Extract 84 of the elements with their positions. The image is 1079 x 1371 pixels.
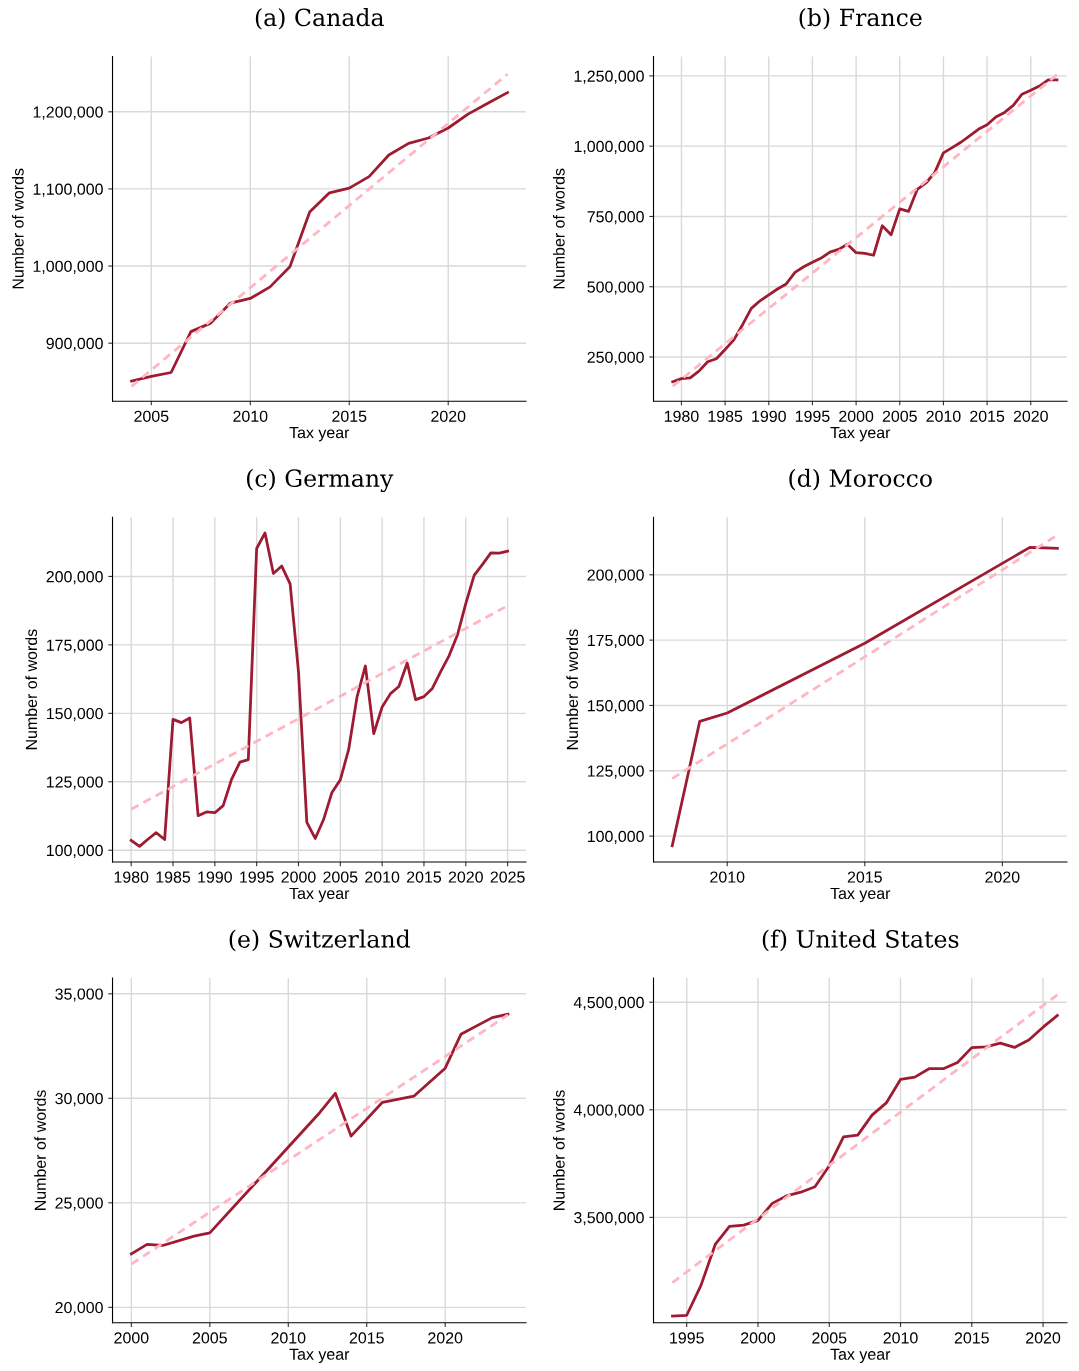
y-axis-title: Number of words [552, 1090, 565, 1210]
chart-title: (c) Germany [246, 468, 394, 492]
y-tick-label: 200,000 [46, 571, 103, 585]
x-tick-label: 2010 [233, 410, 268, 422]
x-axis-title: Tax year [289, 427, 350, 442]
y-tick-label: 250,000 [587, 351, 644, 365]
x-tick-label: 1980 [114, 871, 149, 883]
x-tick-label: 1990 [198, 871, 232, 883]
y-tick-label: 150,000 [587, 700, 644, 714]
x-axis-title: Tax year [830, 887, 891, 903]
x-axis-title: Tax year [830, 427, 891, 442]
x-tick-label: 2010 [365, 871, 400, 883]
chart-title: (e) Switzerland [229, 929, 411, 952]
x-tick-label: 2005 [323, 871, 358, 883]
x-tick-label: 2015 [407, 871, 442, 883]
x-tick-label: 2020 [428, 1332, 463, 1344]
line-series [670, 545, 1059, 848]
y-tick-label: 100,000 [587, 830, 644, 844]
x-tick-label: 2020 [1013, 410, 1048, 422]
chart-title: (f) United States [762, 929, 959, 952]
y-tick-label: 1,000,000 [33, 260, 103, 274]
x-tick-label: 1985 [708, 410, 743, 422]
chart-title: (a) Canada [255, 8, 384, 30]
x-tick-label: 2020 [1026, 1332, 1061, 1344]
x-tick-label: 2000 [741, 1332, 776, 1344]
x-axis-title: Tax year [289, 887, 350, 903]
x-tick-label: 2005 [192, 1332, 227, 1344]
y-tick-label: 30,000 [55, 1092, 103, 1107]
y-axis-title: Number of words [12, 168, 24, 289]
x-tick-label: 1985 [156, 871, 191, 883]
x-tick-label: 2005 [812, 1332, 847, 1344]
y-tick-label: 125,000 [46, 776, 103, 790]
y-tick-label: 900,000 [46, 337, 103, 352]
y-tick-label: 1,250,000 [574, 70, 644, 84]
y-tick-label: 150,000 [46, 707, 103, 722]
x-tick-label: 1990 [752, 410, 786, 422]
x-tick-label: 2020 [448, 871, 483, 883]
x-tick-label: 2015 [332, 410, 367, 422]
y-tick-label: 4,500,000 [573, 996, 644, 1011]
y-tick-label: 1,000,000 [574, 140, 644, 155]
x-tick-label: 2015 [970, 410, 1005, 422]
y-tick-label: 175,000 [587, 634, 644, 648]
y-tick-label: 500,000 [587, 281, 644, 295]
y-tick-label: 35,000 [55, 988, 103, 1002]
x-tick-label: 2025 [490, 871, 525, 883]
chart-title: (b) France [799, 8, 922, 30]
x-tick-label: 2000 [114, 1332, 149, 1344]
line-series [129, 531, 509, 848]
x-tick-label: 2020 [431, 410, 466, 422]
y-tick-label: 750,000 [587, 211, 644, 225]
x-tick-label: 1995 [240, 871, 274, 883]
chart-title: (d) Morocco [789, 468, 932, 491]
y-tick-label: 3,500,000 [574, 1212, 644, 1226]
x-tick-label: 1995 [670, 1332, 704, 1344]
y-tick-label: 20,000 [55, 1301, 103, 1316]
y-axis-title: Number of words [34, 1090, 46, 1210]
y-axis-title: Number of words [552, 168, 565, 289]
x-axis-title: Tax year [830, 1348, 891, 1363]
y-tick-label: 4,000,000 [573, 1104, 644, 1118]
x-tick-label: 2010 [271, 1332, 306, 1344]
x-tick-label: 2010 [883, 1332, 918, 1344]
y-tick-label: 125,000 [587, 765, 644, 779]
x-tick-label: 2005 [134, 410, 169, 422]
line-series [671, 1014, 1059, 1318]
x-axis-title: Tax year [289, 1348, 350, 1363]
y-axis-title: Number of words [566, 629, 579, 750]
x-tick-label: 2015 [847, 871, 882, 883]
x-tick-label: 2000 [839, 410, 874, 422]
y-axis-title: Number of words [25, 629, 38, 750]
x-tick-label: 1995 [795, 410, 830, 422]
x-tick-label: 2010 [710, 871, 745, 883]
y-tick-label: 1,200,000 [33, 106, 103, 120]
y-tick-label: 1,100,000 [33, 183, 103, 197]
x-tick-label: 1980 [664, 410, 699, 422]
y-tick-label: 100,000 [46, 844, 103, 859]
y-tick-label: 200,000 [587, 569, 644, 583]
x-tick-label: 2010 [926, 410, 961, 422]
x-tick-label: 2015 [349, 1332, 384, 1344]
x-tick-label: 2020 [985, 871, 1020, 883]
y-tick-label: 175,000 [46, 639, 103, 653]
y-tick-label: 25,000 [55, 1197, 103, 1211]
x-tick-label: 2015 [954, 1332, 989, 1344]
x-tick-label: 2000 [281, 871, 316, 883]
x-tick-label: 2005 [882, 410, 917, 422]
